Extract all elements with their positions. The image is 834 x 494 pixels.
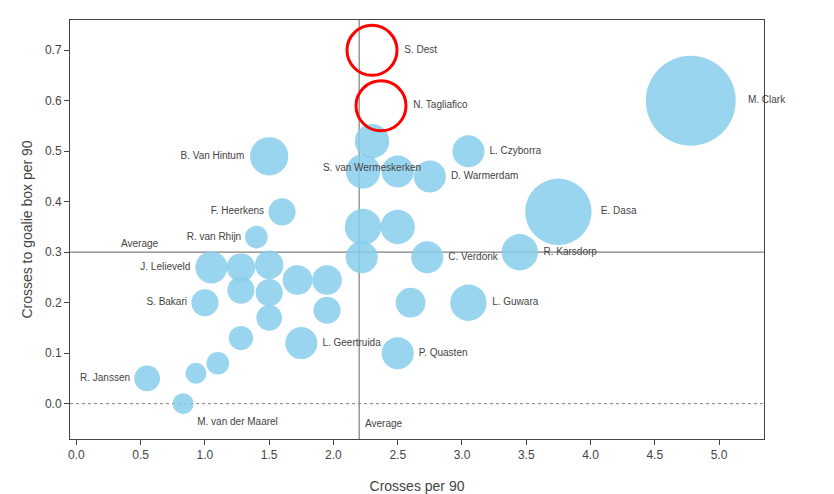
- svg-text:P. Quasten: P. Quasten: [419, 347, 468, 358]
- svg-text:D. Warmerdam: D. Warmerdam: [451, 170, 518, 181]
- svg-text:S. Dest: S. Dest: [404, 44, 437, 55]
- svg-text:N. Tagliafico: N. Tagliafico: [413, 99, 468, 110]
- svg-text:0.4: 0.4: [45, 195, 62, 209]
- svg-text:2.0: 2.0: [325, 448, 342, 462]
- svg-text:C. Verdonk: C. Verdonk: [448, 251, 498, 262]
- svg-text:4.0: 4.0: [582, 448, 599, 462]
- svg-text:L. Guwara: L. Guwara: [492, 296, 539, 307]
- svg-text:0.7: 0.7: [45, 43, 62, 57]
- svg-text:0.5: 0.5: [45, 144, 62, 158]
- svg-text:M. van der Maarel: M. van der Maarel: [197, 416, 278, 427]
- svg-text:4.5: 4.5: [646, 448, 663, 462]
- svg-text:R. van Rhijn: R. van Rhijn: [187, 231, 241, 242]
- svg-text:S. Bakari: S. Bakari: [146, 296, 187, 307]
- svg-text:B. Van Hintum: B. Van Hintum: [180, 150, 244, 161]
- svg-text:0.2: 0.2: [45, 296, 62, 310]
- svg-text:F. Heerkens: F. Heerkens: [211, 205, 264, 216]
- svg-text:3.5: 3.5: [518, 448, 535, 462]
- svg-text:3.0: 3.0: [454, 448, 471, 462]
- svg-text:Average: Average: [121, 238, 159, 249]
- svg-text:L. Geertruida: L. Geertruida: [322, 337, 381, 348]
- svg-text:0.6: 0.6: [45, 94, 62, 108]
- svg-text:Average: Average: [365, 418, 403, 429]
- svg-text:J. Lelieveld: J. Lelieveld: [140, 261, 190, 272]
- svg-text:1.0: 1.0: [197, 448, 214, 462]
- svg-text:0.3: 0.3: [45, 245, 62, 259]
- svg-text:L. Czyborra: L. Czyborra: [489, 145, 541, 156]
- svg-text:1.5: 1.5: [261, 448, 278, 462]
- svg-text:0.0: 0.0: [45, 397, 62, 411]
- svg-text:0.1: 0.1: [45, 346, 62, 360]
- svg-text:R. Janssen: R. Janssen: [80, 372, 130, 383]
- svg-text:S. van Wermeskerken: S. van Wermeskerken: [323, 162, 421, 173]
- svg-text:0.5: 0.5: [132, 448, 149, 462]
- svg-text:E. Dasa: E. Dasa: [601, 205, 637, 216]
- svg-text:2.5: 2.5: [389, 448, 406, 462]
- svg-text:Crosses to goalie box per 90: Crosses to goalie box per 90: [19, 140, 35, 318]
- svg-text:R. Karsdorp: R. Karsdorp: [544, 246, 598, 257]
- svg-text:Crosses per 90: Crosses per 90: [370, 478, 465, 494]
- svg-text:M. Clark: M. Clark: [748, 94, 786, 105]
- svg-text:5.0: 5.0: [711, 448, 728, 462]
- svg-text:0.0: 0.0: [68, 448, 85, 462]
